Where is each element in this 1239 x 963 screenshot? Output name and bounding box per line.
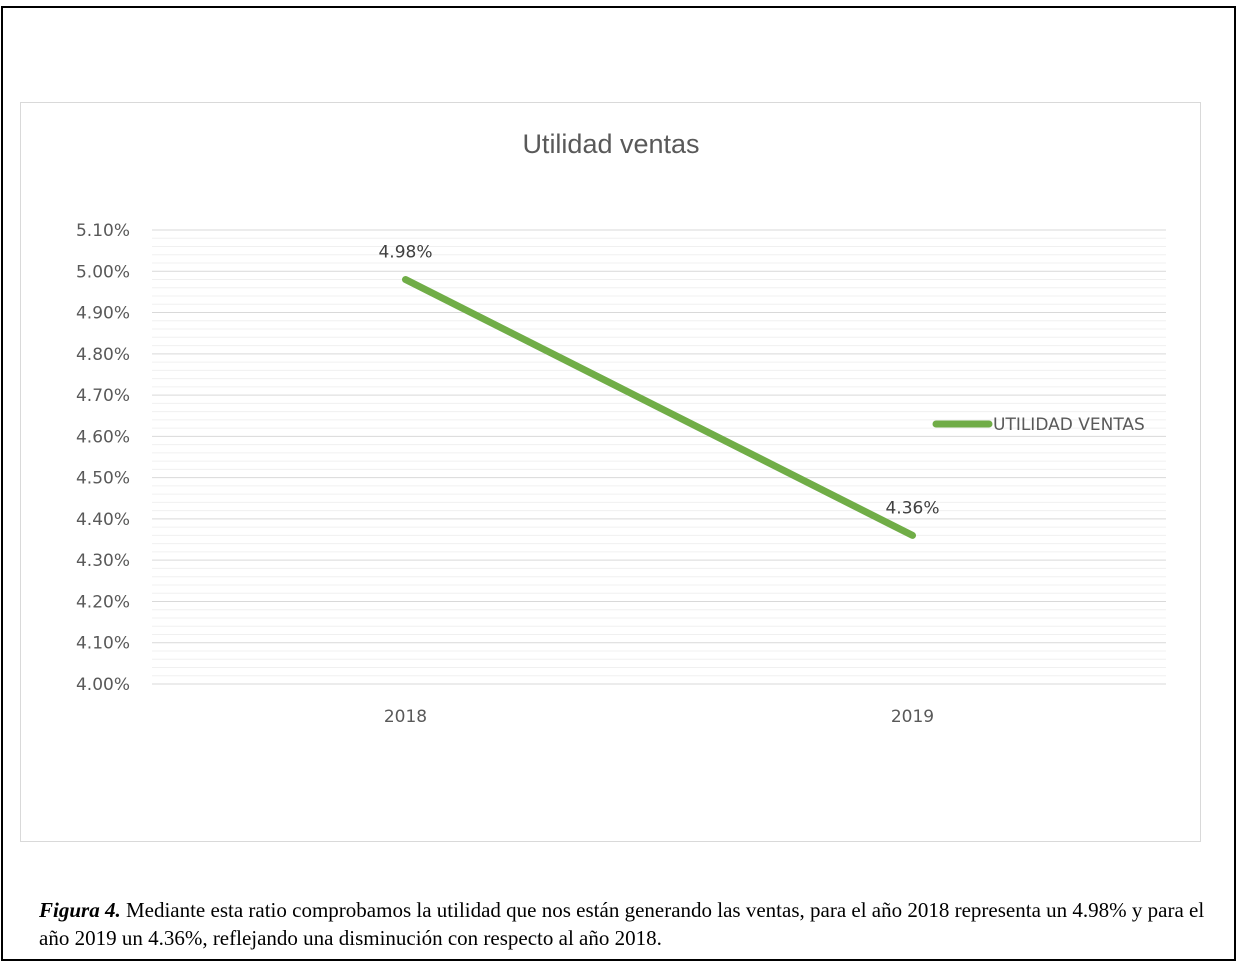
y-tick-label: 4.60% (76, 427, 130, 447)
figure-frame: Utilidad ventas 5.10% 5.00% 4.90% 4.80% 4.70… (1, 6, 1236, 961)
series-layer (402, 276, 916, 539)
y-tick-label: 4.10% (76, 634, 130, 654)
legend-label: UTILIDAD VENTAS (993, 415, 1145, 435)
x-tick-label: 2018 (384, 707, 427, 727)
major-gridlines (152, 229, 1166, 685)
caption-text: Mediante esta ratio comprobamos la utili… (39, 898, 1205, 950)
line-chart: Utilidad ventas 5.10% 5.00% 4.90% 4.80% 4.70… (76, 129, 1166, 727)
legend: UTILIDAD VENTAS (932, 415, 1145, 435)
y-tick-label: 4.70% (76, 386, 130, 406)
y-axis-tick-labels: 5.10% 5.00% 4.90% 4.80% 4.70% 4.60% 4.50% 4.40%… (76, 221, 130, 695)
y-tick-label: 4.50% (76, 469, 130, 489)
figure-caption: Figura 4. Mediante esta ratio comprobamo… (39, 896, 1219, 952)
y-tick-label: 4.80% (76, 345, 130, 365)
x-axis-tick-labels: 2018 2019 (384, 707, 934, 727)
y-tick-label: 5.00% (76, 262, 130, 282)
chart-title: Utilidad ventas (522, 129, 699, 159)
figure-label: Figura 4. (39, 898, 121, 922)
y-tick-label: 4.00% (76, 675, 130, 695)
y-tick-label: 4.40% (76, 510, 130, 530)
y-tick-label: 5.10% (76, 221, 130, 241)
y-tick-label: 4.90% (76, 304, 130, 324)
series-line (402, 276, 916, 539)
chart-area: Utilidad ventas 5.10% 5.00% 4.90% 4.80% 4.70… (20, 102, 1201, 842)
data-label: 4.36% (885, 498, 939, 518)
y-tick-label: 4.30% (76, 551, 130, 571)
minor-gridlines (152, 237, 1166, 677)
y-tick-label: 4.20% (76, 592, 130, 612)
data-labels: 4.98% 4.36% (378, 243, 939, 519)
x-tick-label: 2019 (891, 707, 934, 727)
data-label: 4.98% (378, 243, 432, 263)
